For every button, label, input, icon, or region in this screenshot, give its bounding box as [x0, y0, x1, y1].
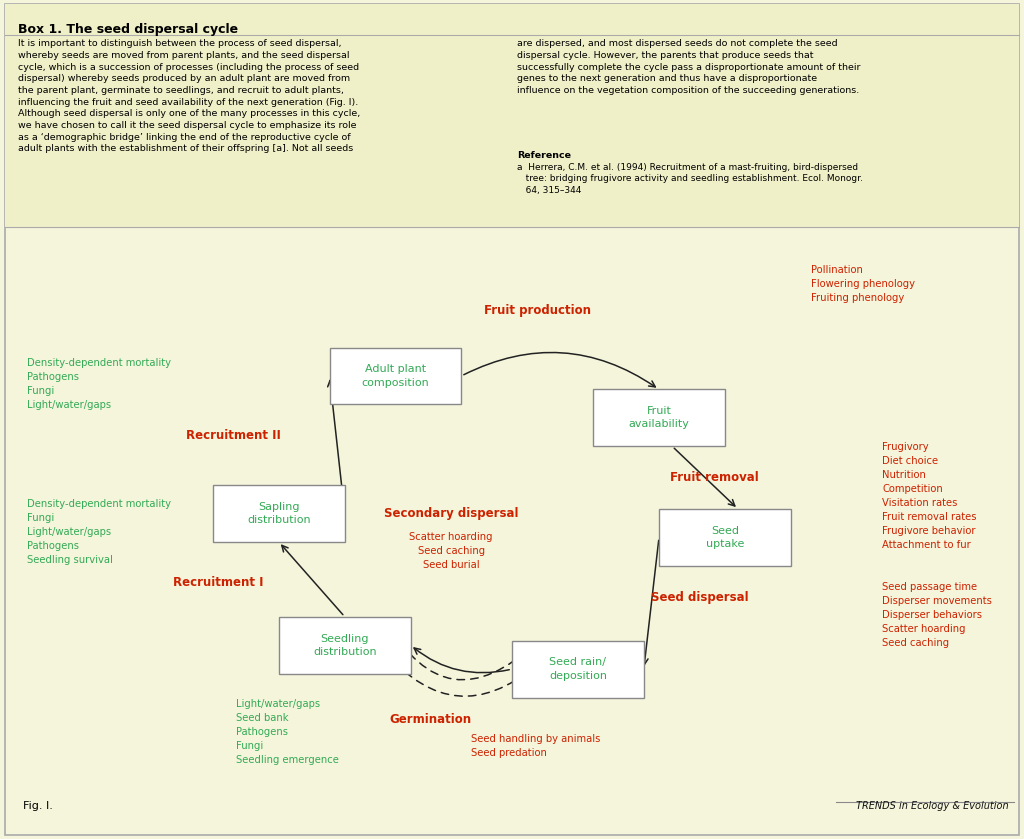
Text: It is important to distinguish between the process of seed dispersal,
whereby se: It is important to distinguish between t…	[18, 39, 360, 154]
Text: Frugivory
Diet choice
Nutrition
Competition
Visitation rates
Fruit removal rates: Frugivory Diet choice Nutrition Competit…	[882, 442, 977, 550]
Text: Seedling
distribution: Seedling distribution	[313, 633, 377, 657]
Bar	[330, 347, 461, 404]
Text: Fruit
availability: Fruit availability	[629, 406, 689, 430]
Bar	[659, 509, 791, 565]
FancyArrowPatch shape	[414, 648, 509, 673]
Text: Sapling
distribution: Sapling distribution	[247, 502, 310, 525]
Text: Recruitment I: Recruitment I	[173, 576, 263, 589]
Text: Seed rain/
deposition: Seed rain/ deposition	[549, 658, 607, 680]
Bar	[213, 485, 345, 542]
Text: Pollination
Flowering phenology
Fruiting phenology: Pollination Flowering phenology Fruiting…	[811, 265, 915, 304]
Text: Secondary dispersal: Secondary dispersal	[384, 507, 518, 520]
FancyArrowPatch shape	[386, 653, 535, 696]
Text: are dispersed, and most dispersed seeds do not complete the seed
dispersal cycle: are dispersed, and most dispersed seeds …	[517, 39, 860, 95]
FancyArrowPatch shape	[642, 540, 658, 664]
Text: Density-dependent mortality
Fungi
Light/water/gaps
Pathogens
Seedling survival: Density-dependent mortality Fungi Light/…	[28, 498, 171, 565]
FancyArrowPatch shape	[464, 352, 655, 387]
Bar	[593, 389, 725, 446]
Text: TRENDS in Ecology & Evolution: TRENDS in Ecology & Evolution	[856, 801, 1009, 811]
Text: Germination: Germination	[390, 713, 472, 727]
FancyArrowPatch shape	[386, 621, 537, 680]
Bar	[5, 4, 1019, 228]
Text: Fig. I.: Fig. I.	[24, 801, 53, 811]
Text: Seed
uptake: Seed uptake	[706, 526, 744, 549]
Text: Light/water/gaps
Seed bank
Pathogens
Fungi
Seedling emergence: Light/water/gaps Seed bank Pathogens Fun…	[237, 699, 339, 765]
Text: Reference: Reference	[517, 151, 571, 160]
Text: Scatter hoarding
Seed caching
Seed burial: Scatter hoarding Seed caching Seed buria…	[410, 532, 493, 570]
Text: a  Herrera, C.M. et al. (1994) Recruitment of a mast-fruiting, bird-dispersed
  : a Herrera, C.M. et al. (1994) Recruitmen…	[517, 163, 863, 195]
Text: Fruit removal: Fruit removal	[671, 472, 759, 484]
Text: Seed dispersal: Seed dispersal	[650, 591, 749, 604]
Bar	[279, 617, 411, 674]
Text: Seed handling by animals
Seed predation: Seed handling by animals Seed predation	[471, 733, 601, 758]
Text: Recruitment II: Recruitment II	[185, 430, 281, 442]
FancyArrowPatch shape	[328, 380, 344, 511]
Bar	[512, 641, 644, 697]
Text: Adult plant
composition: Adult plant composition	[361, 364, 429, 388]
Text: Seed passage time
Disperser movements
Disperser behaviors
Scatter hoarding
Seed : Seed passage time Disperser movements Di…	[882, 582, 992, 649]
FancyArrowPatch shape	[282, 545, 343, 615]
FancyArrowPatch shape	[674, 448, 735, 506]
Text: Box 1. The seed dispersal cycle: Box 1. The seed dispersal cycle	[18, 23, 239, 36]
Text: Fruit production: Fruit production	[484, 304, 591, 316]
Text: Density-dependent mortality
Pathogens
Fungi
Light/water/gaps: Density-dependent mortality Pathogens Fu…	[28, 358, 171, 410]
